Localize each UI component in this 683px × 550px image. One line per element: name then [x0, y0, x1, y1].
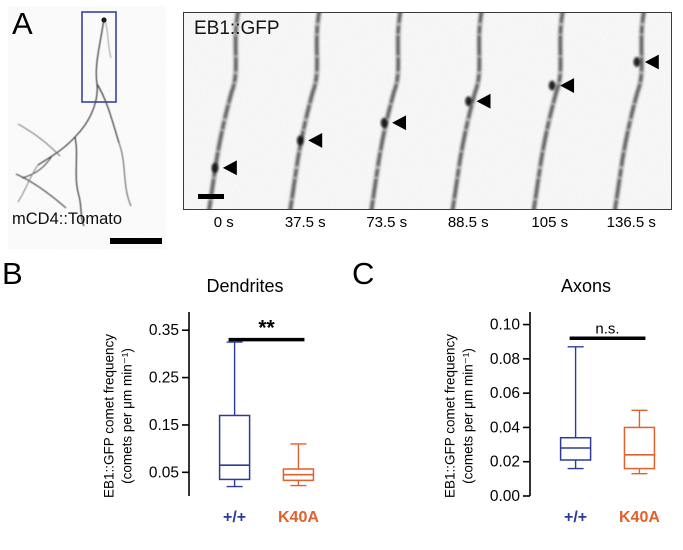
chart-title-dendrites: Dendrites [206, 276, 284, 296]
svg-text:n.s.: n.s. [595, 320, 619, 337]
scale-bar [110, 238, 162, 244]
scale-bar [198, 194, 224, 199]
boxplot-dendrites: 0.05 0.15 0.25 0.35 +/+ K40A ** [149, 312, 319, 526]
y-axis-label: EB1::GFP comet frequency (comets per μm … [95, 290, 141, 542]
svg-text:0.25: 0.25 [149, 370, 179, 387]
arrowhead-icon [476, 93, 491, 109]
panel-b-label: B [2, 256, 23, 291]
chart-title-axons: Axons [560, 276, 612, 296]
svg-text:0.35: 0.35 [149, 322, 179, 339]
boxplot-axons: 0.00 0.02 0.04 0.06 0.08 0.10 +/+ K40A n.s. [490, 312, 660, 526]
comet-spot [633, 57, 641, 67]
image-noise [184, 13, 671, 209]
chart-area: EB1::GFP comet frequency (comets per μm … [95, 290, 349, 542]
svg-text:0.06: 0.06 [490, 385, 520, 402]
svg-text:**: ** [258, 317, 275, 340]
time-label: 37.5 s [284, 214, 326, 231]
svg-text:0.15: 0.15 [149, 417, 179, 434]
time-label: 73.5 s [366, 214, 408, 231]
comet-spot [465, 96, 472, 107]
svg-text:+/+: +/+ [564, 509, 587, 526]
panel-a-label: A [12, 6, 33, 41]
image-noise [8, 6, 166, 249]
y-axis-label-line2: (comets per μm min⁻¹) [460, 348, 475, 484]
arrowhead-icon [222, 160, 237, 176]
neurites-drawing [15, 17, 132, 227]
arrowhead-icon [644, 54, 659, 70]
comet-spot [296, 135, 304, 146]
svg-text:0.10: 0.10 [490, 317, 521, 334]
micrograph-image [8, 6, 166, 249]
arrowhead-icon [392, 115, 407, 131]
svg-text:0.05: 0.05 [149, 464, 179, 481]
time-label: 88.5 s [447, 214, 489, 231]
time-label: 0 s [213, 214, 234, 231]
montage-label: EB1::GFP [194, 18, 280, 39]
svg-text:0.00: 0.00 [490, 488, 521, 505]
arrowhead-icon [560, 78, 575, 93]
svg-text:0.02: 0.02 [490, 454, 520, 471]
time-labels-row: 0 s 37.5 s 73.5 s 88.5 s 105 s 136.5 s [183, 214, 672, 231]
panel-b-dendrites: B Dendrites EB1::GFP comet frequency (co… [0, 256, 344, 550]
time-label: 136.5 s [606, 214, 656, 231]
comet-spot [380, 117, 388, 128]
montage-eb1-gfp: EB1::GFP [183, 12, 672, 210]
y-axis-label-line1: EB1::GFP comet frequency [442, 333, 458, 499]
roi-rectangle [81, 11, 117, 103]
panel-c-axons: C Axons EB1::GFP comet frequency (comets… [344, 256, 683, 550]
y-axis-label: EB1::GFP comet frequency (comets per μm … [436, 290, 482, 542]
cell-body [101, 17, 107, 23]
y-axis-label-line2: (comets per μm min⁻¹) [119, 348, 134, 484]
micrograph-mcd4-tomato: mCD4::Tomato [8, 6, 166, 249]
svg-text:+/+: +/+ [223, 509, 246, 526]
micrograph-caption: mCD4::Tomato [12, 210, 123, 228]
arrowhead-icon [308, 132, 323, 148]
svg-text:0.08: 0.08 [490, 351, 520, 368]
chart-area: EB1::GFP comet frequency (comets per μm … [436, 290, 683, 542]
svg-text:K40A: K40A [619, 509, 660, 526]
y-axis-label-line1: EB1::GFP comet frequency [101, 333, 117, 499]
svg-text:0.04: 0.04 [490, 419, 521, 436]
time-label: 105 s [531, 214, 569, 231]
montage-image [184, 13, 671, 209]
comet-spot [211, 162, 219, 173]
comet-spot [548, 80, 556, 91]
svg-text:K40A: K40A [278, 509, 319, 526]
panel-c-label: C [352, 256, 375, 291]
